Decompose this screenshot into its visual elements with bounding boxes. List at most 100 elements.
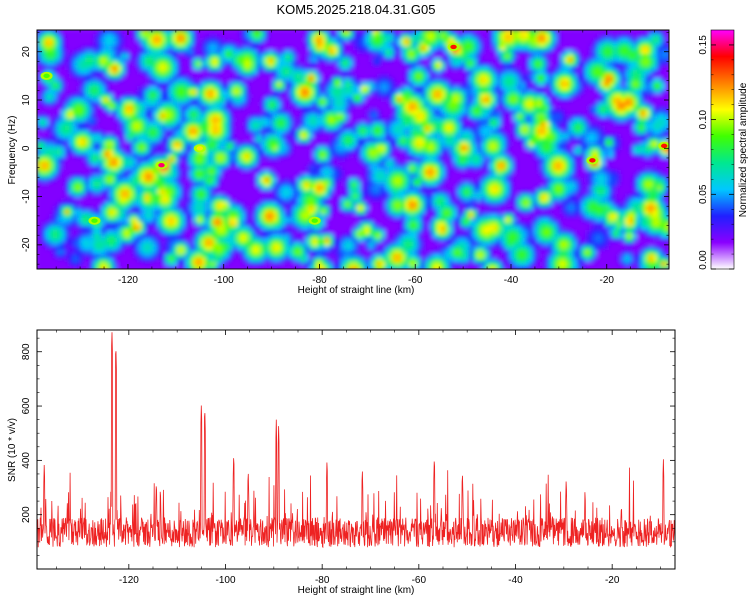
- spectrogram-cell: [177, 94, 182, 99]
- spectrogram-cell: [349, 34, 354, 39]
- spectrogram-cell: [313, 58, 318, 63]
- spectrogram-cell: [329, 58, 334, 63]
- spectrogram-cell: [333, 74, 338, 79]
- spectrogram-cell: [637, 74, 642, 79]
- spectrogram-cell: [449, 114, 454, 119]
- spectrogram-cell: [617, 138, 622, 143]
- spectrogram-cell: [541, 126, 546, 131]
- spectrogram-cell: [77, 102, 82, 107]
- spectrogram-cell: [217, 34, 222, 39]
- spectrogram-cell: [333, 154, 338, 159]
- spectrogram-cell: [457, 42, 462, 47]
- spectrogram-cell: [565, 110, 570, 115]
- spectrogram-cell: [637, 34, 642, 39]
- spectrogram-cell: [217, 102, 222, 107]
- spectrogram-cell: [233, 102, 238, 107]
- spectrogram-cell: [437, 58, 442, 63]
- spectrogram-cell: [189, 50, 194, 55]
- spectrogram-cell: [353, 74, 358, 79]
- spectrogram-cell: [417, 46, 422, 51]
- spectrogram-cell: [185, 146, 190, 151]
- spectrogram-cell: [577, 94, 582, 99]
- spectrogram-cell: [177, 54, 182, 59]
- spectrogram-cell: [265, 66, 270, 71]
- spectrogram-cell: [65, 94, 70, 99]
- spectrogram-cell: [221, 90, 226, 95]
- spectrogram-cell: [349, 98, 354, 103]
- spectrogram-cell: [449, 138, 454, 143]
- spectrogram-cell: [565, 38, 570, 43]
- spectrogram-cell: [321, 118, 326, 123]
- spectrogram-cell: [521, 150, 526, 155]
- spectrogram-cell: [425, 30, 430, 35]
- spectrogram-cell: [349, 38, 354, 43]
- spectrogram-cell: [469, 130, 474, 135]
- spectrogram-cell: [345, 110, 350, 115]
- spectrogram-cell: [457, 46, 462, 51]
- spectrogram-cell: [73, 106, 78, 111]
- spectrogram-cell: [493, 126, 498, 131]
- spectrogram-cell: [297, 154, 302, 159]
- spectrogram-cell: [217, 106, 222, 111]
- spectrogram-cell: [305, 34, 310, 39]
- spectrogram-cell: [281, 130, 286, 135]
- spectrogram-cell: [581, 54, 586, 59]
- spectrogram-cell: [437, 114, 442, 119]
- spectrogram-cell: [145, 114, 150, 119]
- spectrogram-cell: [297, 142, 302, 147]
- spectrogram-cell: [365, 66, 370, 71]
- spectrogram-cell: [309, 118, 314, 123]
- spectrogram-cell: [509, 142, 514, 147]
- spectrogram-cell: [369, 46, 374, 51]
- spectrogram-cell: [309, 30, 314, 35]
- spectrogram-cell: [185, 82, 190, 87]
- spectrogram-cell: [441, 134, 446, 139]
- spectrogram-cell: [53, 98, 58, 103]
- spectrogram-cell: [337, 90, 342, 95]
- spectrogram-cell: [249, 82, 254, 87]
- spectrogram-cell: [257, 74, 262, 79]
- spectrogram-cell: [389, 142, 394, 147]
- spectrogram-cell: [193, 34, 198, 39]
- spectrogram-cell: [65, 122, 70, 127]
- spectrogram-cell: [617, 58, 622, 63]
- spectrogram-cell: [317, 126, 322, 131]
- spectrogram-cell: [661, 118, 666, 123]
- spectrogram-cell: [409, 142, 414, 147]
- spectrogram-cell: [57, 102, 62, 107]
- spectrogram-cell: [113, 146, 118, 151]
- spectrogram-cell: [329, 110, 334, 115]
- spectrogram-cell: [289, 66, 294, 71]
- spectrogram-cell: [545, 142, 550, 147]
- spectrogram-cell: [97, 46, 102, 51]
- spectrogram-cell: [161, 50, 166, 55]
- spectrogram-cell: [629, 138, 634, 143]
- spectrogram-cell: [457, 138, 462, 143]
- spectrogram-cell: [569, 90, 574, 95]
- spectrogram-cell: [45, 30, 50, 35]
- spectrogram-cell: [449, 86, 454, 91]
- spectrogram-cell: [177, 154, 182, 159]
- spectrogram-cell: [665, 58, 669, 63]
- spectrogram-cell: [465, 50, 470, 55]
- spectrogram-cell: [261, 118, 266, 123]
- spectrogram-cell: [53, 54, 58, 59]
- spectrogram-cell: [625, 122, 630, 127]
- spectrogram-cell: [441, 114, 446, 119]
- spectrogram-cell: [585, 134, 590, 139]
- spectrogram-cell: [165, 102, 170, 107]
- spectrogram-cell: [217, 114, 222, 119]
- spectrogram-cell: [129, 114, 134, 119]
- spectrogram-cell: [629, 74, 634, 79]
- spectrogram-cell: [333, 34, 338, 39]
- spectrogram-cell: [653, 102, 658, 107]
- spectrogram-cell: [193, 142, 198, 147]
- spectrogram-cell: [605, 46, 610, 51]
- spectrogram-cell: [609, 78, 614, 83]
- spectrogram-cell: [237, 70, 242, 75]
- spectrogram-cell: [329, 82, 334, 87]
- spectrogram-cell: [537, 150, 542, 155]
- spectrogram-cell: [329, 30, 334, 35]
- spectrogram-cell: [125, 154, 130, 159]
- spectrogram-cell: [613, 130, 618, 135]
